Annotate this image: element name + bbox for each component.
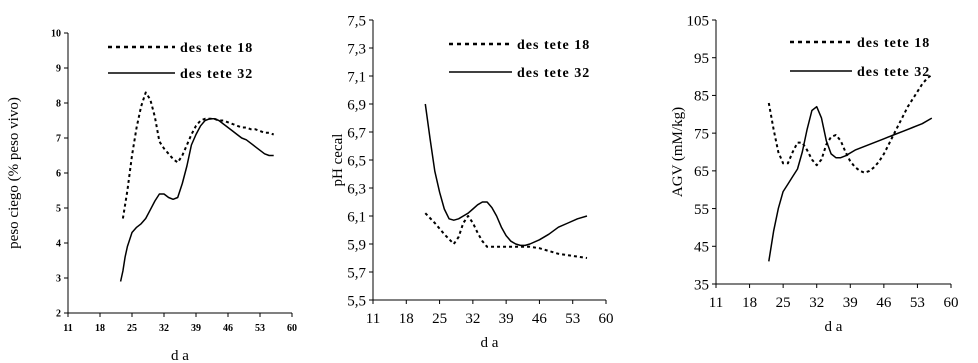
legend-label: des tete 18 <box>517 38 590 53</box>
x-tick-label: 25 <box>127 323 137 334</box>
x-tick-label: 32 <box>159 323 169 334</box>
x-tick-label: 18 <box>742 295 757 311</box>
y-tick-label: 3 <box>56 274 61 285</box>
y-tick-label: 10 <box>51 29 61 40</box>
x-axis-title: d a <box>171 348 189 363</box>
x-axis-title: d a <box>481 335 499 351</box>
x-tick-label: 46 <box>532 311 548 327</box>
x-tick-label: 39 <box>843 295 858 311</box>
y-tick-label: 6,3 <box>347 181 366 197</box>
y-axis-title: AGV (mM/kg) <box>670 107 686 197</box>
x-tick-label: 53 <box>910 295 925 311</box>
legend-label: des tete 32 <box>857 65 930 80</box>
x-tick-label: 32 <box>465 311 480 327</box>
y-tick-label: 5,9 <box>347 237 366 253</box>
chart-1: 2 3 4 5 6 7 8 9 10 11 18 25 32 39 46 53 60 d a peso ciego … <box>6 29 297 363</box>
x-tick-label: 39 <box>499 311 514 327</box>
series-line-destete-32 <box>119 118 274 282</box>
y-tick-label: 105 <box>687 13 710 29</box>
x-tick-label: 11 <box>709 295 723 311</box>
legend-label: des tete 32 <box>517 66 590 81</box>
x-tick-label: 53 <box>565 311 580 327</box>
chart-3: 35 45 55 65 75 85 95 105 11 18 25 32 39 46 53 60 d a AGV … <box>670 13 959 335</box>
y-axis-title: peso ciego (% peso vivo) <box>6 97 22 249</box>
y-tick-label: 6,5 <box>347 153 366 169</box>
x-tick-label: 32 <box>809 295 824 311</box>
series-line-destete-32 <box>424 103 588 247</box>
y-tick-label: 5 <box>56 204 61 215</box>
y-tick-label: 6,9 <box>347 97 366 113</box>
y-tick-label: 55 <box>694 202 709 218</box>
y-tick-label: 7 <box>56 134 61 145</box>
y-tick-label: 45 <box>694 240 709 256</box>
legend-label: des tete 18 <box>857 36 930 51</box>
y-axis-title: pH cecal <box>330 134 346 187</box>
series-line-destete-18 <box>121 91 275 219</box>
y-tick-label: 9 <box>56 64 61 75</box>
y-tick-label: 7,5 <box>347 13 366 29</box>
x-tick-label: 53 <box>255 323 265 334</box>
y-tick-label: 35 <box>694 277 709 293</box>
series-line-destete-32 <box>768 105 933 262</box>
x-tick-label: 60 <box>599 311 614 327</box>
x-tick-label: 46 <box>876 295 892 311</box>
legend-label: des tete 32 <box>180 67 253 82</box>
x-tick-label: 11 <box>63 323 72 334</box>
x-tick-label: 60 <box>944 295 959 311</box>
chart-2: 5,5 5,7 5,9 6,1 6,3 6,5 6,7 6,9 7,1 7,3 7,5 11 18 25 3… <box>330 13 614 351</box>
x-tick-label: 18 <box>399 311 414 327</box>
x-axis-title: d a <box>825 319 843 335</box>
x-tick-label: 60 <box>287 323 297 334</box>
y-tick-label: 5,5 <box>347 293 366 309</box>
y-tick-label: 65 <box>694 164 709 180</box>
x-tick-label: 18 <box>95 323 105 334</box>
y-tick-label: 7,3 <box>347 41 366 57</box>
x-tick-label: 39 <box>191 323 201 334</box>
y-tick-label: 6 <box>56 169 61 180</box>
x-tick-label: 25 <box>432 311 447 327</box>
y-tick-label: 2 <box>56 309 61 320</box>
x-tick-label: 11 <box>366 311 380 327</box>
y-tick-label: 4 <box>56 239 61 250</box>
y-tick-label: 8 <box>56 99 61 110</box>
y-tick-label: 95 <box>694 51 709 67</box>
y-tick-label: 5,7 <box>347 265 366 281</box>
x-tick-label: 25 <box>776 295 791 311</box>
legend-label: des tete 18 <box>180 41 253 56</box>
y-tick-label: 85 <box>694 89 709 105</box>
y-tick-label: 75 <box>694 126 709 142</box>
y-tick-label: 7,1 <box>347 69 366 85</box>
y-tick-label: 6,7 <box>347 125 366 141</box>
series-line-destete-18 <box>767 73 933 174</box>
x-tick-label: 46 <box>223 323 233 334</box>
y-tick-label: 6,1 <box>347 209 366 225</box>
